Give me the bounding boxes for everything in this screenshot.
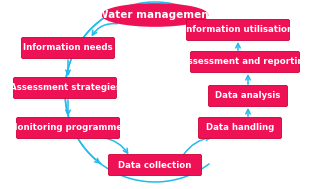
FancyBboxPatch shape [14,77,116,98]
Ellipse shape [103,4,208,26]
FancyBboxPatch shape [198,118,281,139]
Text: Monitoring programmes: Monitoring programmes [9,123,127,132]
Text: Data analysis: Data analysis [215,91,281,101]
FancyBboxPatch shape [16,118,120,139]
Text: Water management: Water management [97,10,213,20]
FancyBboxPatch shape [22,37,115,59]
FancyBboxPatch shape [191,51,299,73]
Text: Information utilisation: Information utilisation [183,26,293,35]
Text: Data handling: Data handling [206,123,274,132]
Text: Data collection: Data collection [118,160,192,170]
Text: Assessment strategies: Assessment strategies [10,84,121,92]
FancyBboxPatch shape [209,85,287,106]
Text: Assessment and reporting: Assessment and reporting [181,57,309,67]
FancyBboxPatch shape [108,154,201,176]
FancyBboxPatch shape [187,19,290,40]
Text: Information needs: Information needs [23,43,113,53]
